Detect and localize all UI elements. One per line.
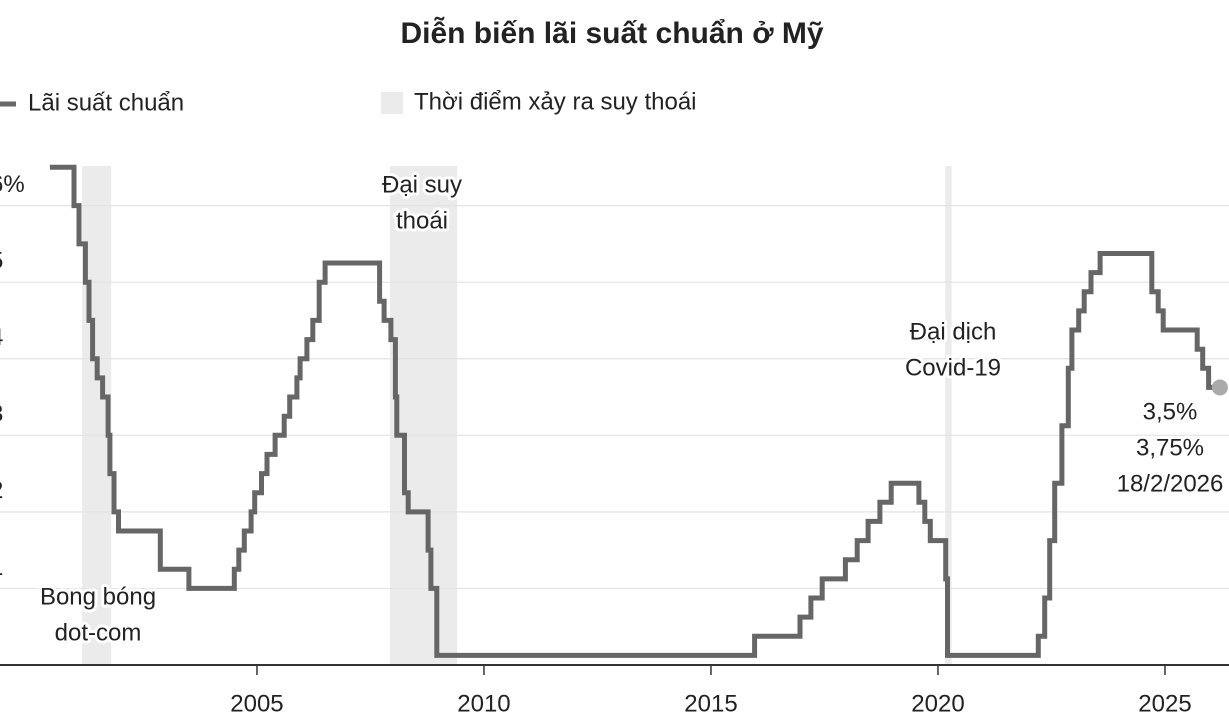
series-line [49, 164, 1220, 658]
recession-band [389, 166, 458, 665]
annotation: Đại suy [382, 171, 462, 198]
x-tick-label: 2020 [911, 690, 964, 717]
annotation: Đại dịch [910, 318, 997, 345]
annotation: thoái [396, 207, 448, 234]
x-tick-label: 2025 [1138, 690, 1191, 717]
y-tick-label: 4 [0, 324, 3, 351]
y-tick-label: 6% [0, 171, 25, 198]
legend-swatch [381, 92, 403, 114]
end-point [1211, 379, 1228, 396]
annotation: 3,75% [1136, 434, 1204, 461]
y-tick-label: 1 [0, 554, 3, 581]
annotation: 18/2/2026 [1117, 470, 1224, 497]
x-tick-label: 2015 [684, 690, 737, 717]
legend-label: Lãi suất chuẩn [28, 89, 184, 116]
x-tick-label: 2010 [457, 690, 510, 717]
x-tick-label: 2005 [230, 690, 283, 717]
y-tick-label: 5 [0, 248, 3, 275]
annotation: dot-com [55, 619, 142, 646]
annotation: 3,5% [1143, 398, 1198, 425]
legend: Lãi suất chuẩn Thời điểm xảy ra suy thoá… [0, 88, 697, 116]
plot-background [0, 166, 1229, 665]
y-tick-label: 3 [0, 401, 3, 428]
recession-band [945, 166, 952, 665]
legend-label: Thời điểm xảy ra suy thoái [414, 88, 697, 115]
annotation: Bong bóng [40, 583, 156, 610]
y-tick-label: 2 [0, 477, 3, 504]
chart-title: Diễn biến lãi suất chuẩn ở Mỹ [400, 16, 823, 50]
annotation: Covid-19 [905, 354, 1001, 381]
